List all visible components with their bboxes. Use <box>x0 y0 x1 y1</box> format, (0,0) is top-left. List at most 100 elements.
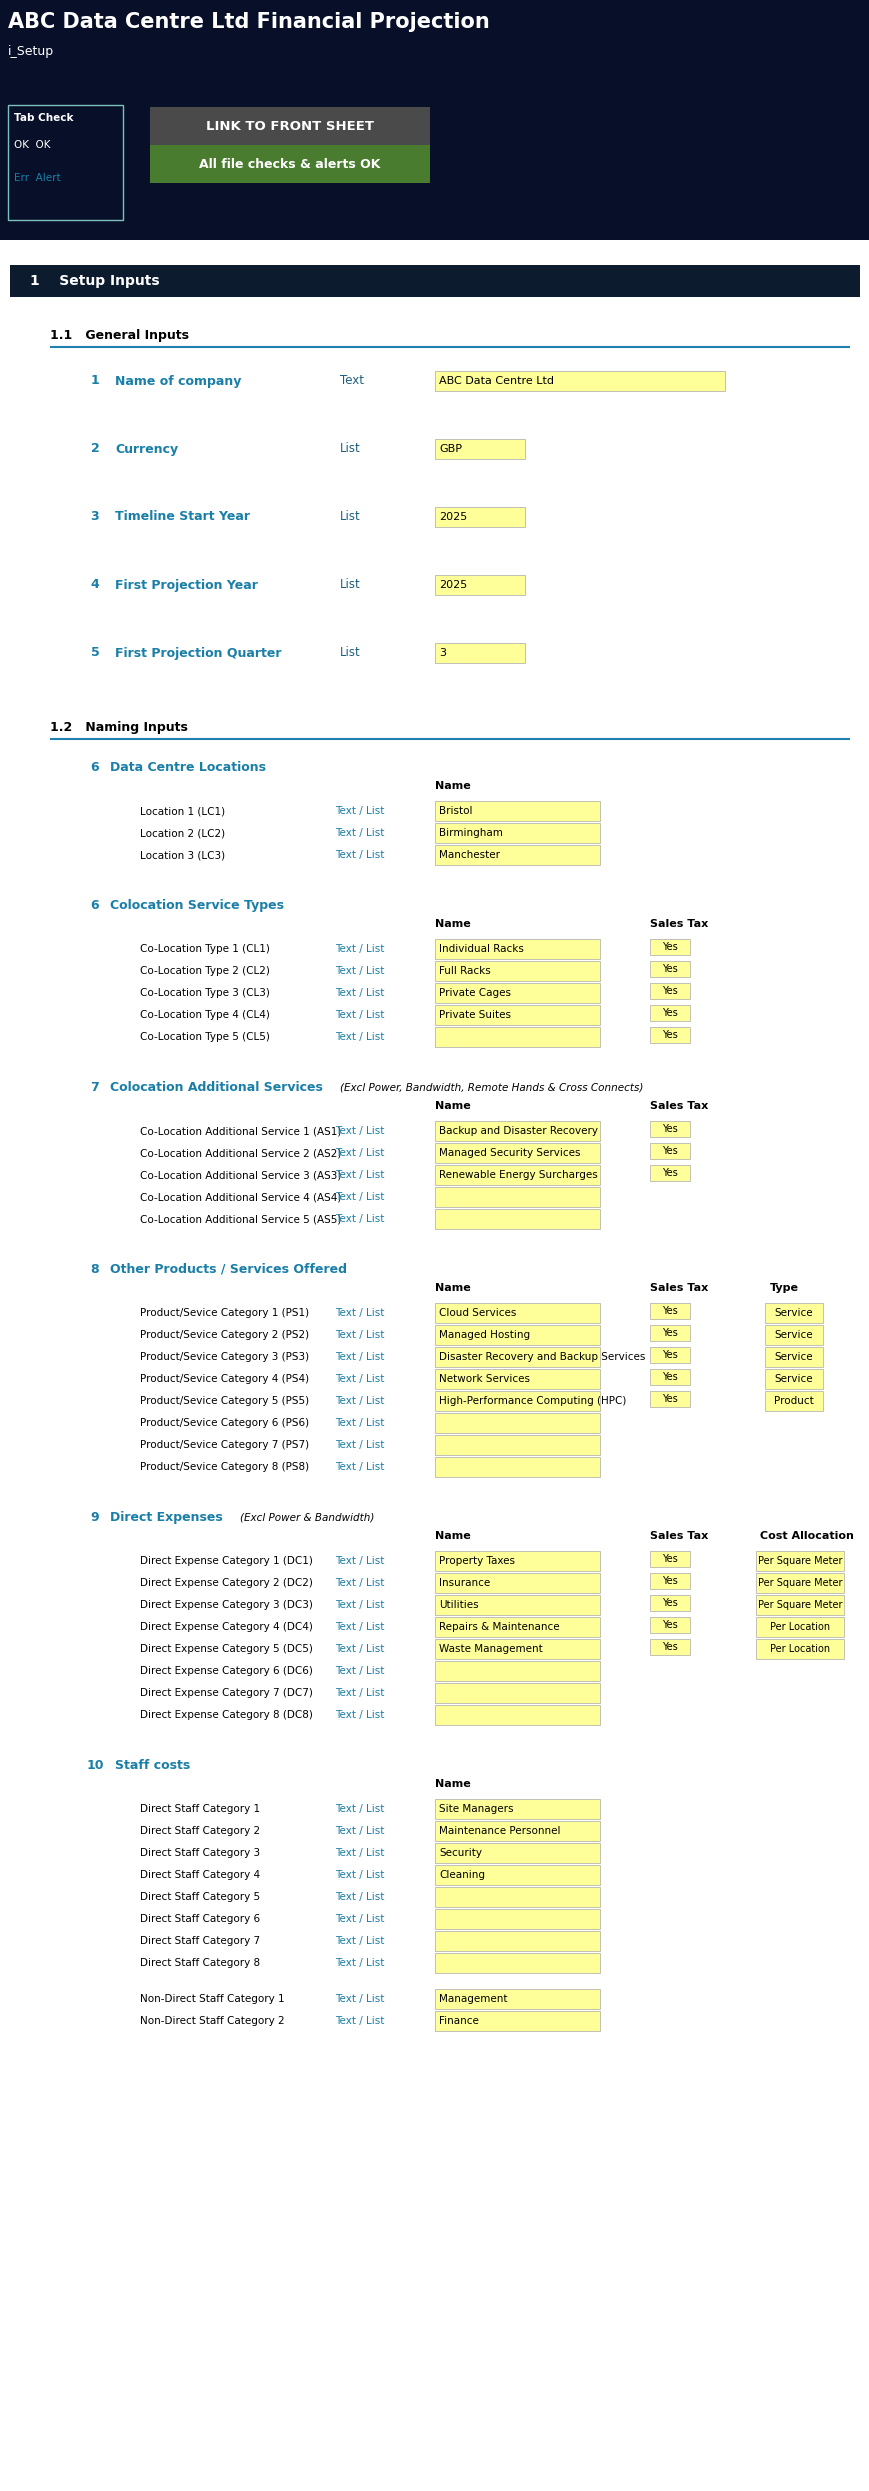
Text: Text / List: Text / List <box>335 1644 384 1654</box>
Text: Direct Expenses: Direct Expenses <box>109 1512 222 1524</box>
Text: Text / List: Text / List <box>335 1395 384 1405</box>
Text: Text / List: Text / List <box>335 1462 384 1472</box>
Text: Text / List: Text / List <box>335 1848 384 1858</box>
Text: Yes: Yes <box>661 1123 677 1133</box>
Text: Text / List: Text / List <box>335 807 384 817</box>
Text: Product/Sevice Category 6 (PS6): Product/Sevice Category 6 (PS6) <box>140 1417 308 1427</box>
Bar <box>649 1026 689 1044</box>
Text: Product/Sevice Category 8 (PS8): Product/Sevice Category 8 (PS8) <box>140 1462 308 1472</box>
Text: Type: Type <box>769 1283 798 1293</box>
Text: Yes: Yes <box>661 1642 677 1652</box>
Bar <box>149 107 429 144</box>
Bar <box>434 1004 600 1024</box>
Text: Non-Direct Staff Category 2: Non-Direct Staff Category 2 <box>140 2015 284 2025</box>
Text: First Projection Year: First Projection Year <box>115 578 257 590</box>
Text: i_Setup: i_Setup <box>8 45 54 57</box>
Text: Text / List: Text / List <box>335 1993 384 2003</box>
Text: Private Cages: Private Cages <box>439 989 510 999</box>
Text: Text / List: Text / List <box>335 849 384 859</box>
Text: Text / List: Text / List <box>335 1330 384 1340</box>
Text: Cloud Services: Cloud Services <box>439 1308 516 1318</box>
Bar <box>434 1799 600 1818</box>
Text: Sales Tax: Sales Tax <box>649 919 707 929</box>
Text: Yes: Yes <box>661 1009 677 1019</box>
Text: Product/Sevice Category 1 (PS1): Product/Sevice Category 1 (PS1) <box>140 1308 308 1318</box>
Text: Yes: Yes <box>661 1554 677 1564</box>
Bar <box>755 1552 843 1572</box>
Text: Name of company: Name of company <box>115 374 241 389</box>
Text: Network Services: Network Services <box>439 1375 529 1385</box>
Bar <box>649 939 689 954</box>
Bar <box>649 1617 689 1634</box>
Text: Managed Security Services: Managed Security Services <box>439 1148 580 1158</box>
Text: Text / List: Text / List <box>335 1148 384 1158</box>
Text: List: List <box>340 648 361 660</box>
Text: Product: Product <box>773 1395 813 1405</box>
Text: Yes: Yes <box>661 964 677 974</box>
Bar <box>434 1121 600 1141</box>
Text: Yes: Yes <box>661 1599 677 1609</box>
Text: Yes: Yes <box>661 1577 677 1587</box>
Bar <box>649 1390 689 1407</box>
Bar <box>764 1325 822 1345</box>
Text: 2025: 2025 <box>439 580 467 590</box>
Bar <box>434 1166 600 1186</box>
Text: Cost Allocation: Cost Allocation <box>760 1532 852 1542</box>
Text: Co-Location Additional Service 3 (AS3): Co-Location Additional Service 3 (AS3) <box>140 1171 341 1181</box>
Bar <box>649 1166 689 1181</box>
Text: Direct Staff Category 6: Direct Staff Category 6 <box>140 1913 260 1923</box>
Text: Direct Staff Category 7: Direct Staff Category 7 <box>140 1936 260 1945</box>
Text: Direct Staff Category 8: Direct Staff Category 8 <box>140 1958 260 1968</box>
Bar <box>434 1594 600 1614</box>
Bar <box>434 1843 600 1863</box>
Text: Name: Name <box>434 1283 470 1293</box>
Text: Direct Expense Category 8 (DC8): Direct Expense Category 8 (DC8) <box>140 1709 313 1719</box>
Text: 1    Setup Inputs: 1 Setup Inputs <box>30 274 159 289</box>
Text: Yes: Yes <box>661 1328 677 1338</box>
Text: Text: Text <box>340 374 363 389</box>
Text: Per Location: Per Location <box>769 1644 829 1654</box>
Bar <box>649 1348 689 1363</box>
Text: Text / List: Text / List <box>335 2015 384 2025</box>
Text: 7: 7 <box>90 1081 99 1094</box>
Text: Yes: Yes <box>661 1350 677 1360</box>
Text: Data Centre Locations: Data Centre Locations <box>109 760 266 775</box>
Text: Text / List: Text / List <box>335 944 384 954</box>
Text: Err  Alert: Err Alert <box>14 172 61 182</box>
Bar <box>434 1639 600 1659</box>
Bar <box>764 1390 822 1410</box>
Text: 3: 3 <box>90 511 99 523</box>
Bar <box>434 1325 600 1345</box>
Text: Text / List: Text / List <box>335 1577 384 1587</box>
Bar <box>755 1617 843 1637</box>
Text: Text / List: Text / List <box>335 1193 384 1203</box>
Text: Text / List: Text / List <box>335 1213 384 1223</box>
Bar <box>434 844 600 864</box>
Text: Name: Name <box>434 1779 470 1789</box>
Text: Management: Management <box>439 1993 507 2003</box>
Text: Name: Name <box>434 782 470 792</box>
Bar <box>434 1348 600 1368</box>
Text: 4: 4 <box>90 578 99 590</box>
Text: Yes: Yes <box>661 1029 677 1041</box>
Bar <box>434 2010 600 2030</box>
Text: Text / List: Text / List <box>335 1353 384 1363</box>
Bar <box>434 1931 600 1950</box>
Text: Text / List: Text / List <box>335 1599 384 1609</box>
Text: Text / List: Text / List <box>335 1308 384 1318</box>
Text: Name: Name <box>434 1532 470 1542</box>
Text: Direct Staff Category 4: Direct Staff Category 4 <box>140 1871 260 1881</box>
Bar <box>649 1325 689 1340</box>
Bar <box>149 144 429 182</box>
Bar <box>434 822 600 842</box>
Text: 10: 10 <box>86 1759 103 1771</box>
Text: 5: 5 <box>90 648 99 660</box>
Text: Text / List: Text / List <box>335 1171 384 1181</box>
Text: Sales Tax: Sales Tax <box>649 1283 707 1293</box>
Bar <box>434 984 600 1004</box>
Text: Yes: Yes <box>661 1395 677 1405</box>
Bar <box>434 1435 600 1455</box>
Bar <box>649 1639 689 1654</box>
Bar <box>649 1121 689 1136</box>
Text: Timeline Start Year: Timeline Start Year <box>115 511 249 523</box>
